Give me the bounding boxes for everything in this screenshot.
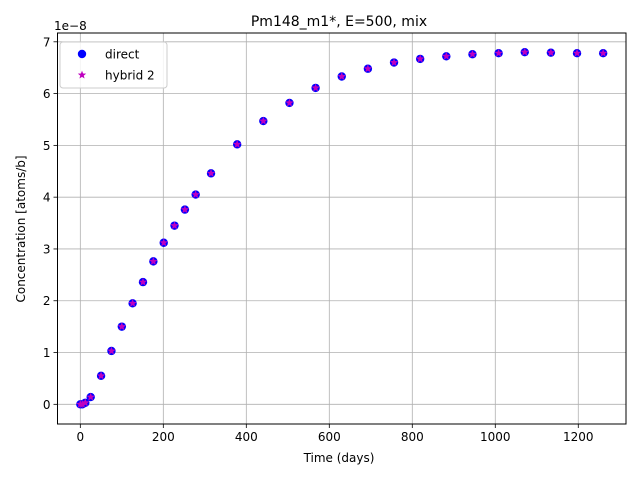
point-hybrid-2	[206, 168, 216, 177]
point-hybrid-2	[107, 346, 116, 355]
legend-marker-hybrid-2	[77, 70, 87, 79]
points-layer	[76, 47, 608, 409]
point-hybrid-2	[468, 49, 477, 58]
ticks-layer: 0 200 400 600 800 1000 1200 0 1 2 3 4 5 6 7	[43, 35, 594, 444]
legend-label: direct	[105, 48, 140, 62]
legend-label: hybrid 2	[105, 69, 155, 83]
point-hybrid-2	[546, 48, 556, 57]
point-hybrid-2	[259, 116, 268, 125]
point-hybrid-2	[170, 221, 179, 230]
point-hybrid-2	[572, 48, 582, 57]
y-tick-label: 3	[43, 242, 51, 256]
x-tick-label: 1000	[480, 430, 511, 444]
point-hybrid-2	[78, 399, 87, 408]
point-hybrid-2	[138, 277, 148, 286]
x-tick-label: 800	[401, 430, 424, 444]
point-hybrid-2	[311, 83, 320, 92]
x-tick-label: 200	[152, 430, 175, 444]
grid-layer	[57, 33, 626, 424]
y-tick-label: 6	[43, 87, 51, 101]
y-tick-label: 2	[43, 294, 51, 308]
x-tick-label: 400	[235, 430, 258, 444]
point-hybrid-2	[442, 51, 451, 60]
point-hybrid-2	[598, 48, 608, 57]
legend-entries: direct hybrid 2	[77, 48, 155, 83]
y-tick-label: 0	[43, 398, 51, 412]
legend-box	[59, 41, 168, 89]
y-multiplier-label: 1e−8	[54, 19, 87, 33]
point-hybrid-2	[363, 64, 373, 73]
x-tick-label: 600	[318, 430, 341, 444]
point-hybrid-2	[389, 58, 399, 67]
plot-frame	[57, 32, 627, 425]
x-axis-label: Time (days)	[303, 451, 375, 465]
point-hybrid-2	[96, 371, 106, 380]
point-hybrid-2	[159, 238, 168, 247]
point-hybrid-2	[285, 98, 294, 107]
y-tick-label: 7	[43, 35, 51, 49]
point-hybrid-2	[81, 398, 90, 407]
point-hybrid-2	[128, 298, 137, 307]
y-tick-label: 5	[43, 139, 51, 153]
legend-marker-direct	[77, 49, 87, 59]
point-hybrid-2	[337, 72, 346, 81]
y-axis-label: Concentration [atoms/b]	[14, 155, 28, 302]
x-tick-label: 1200	[563, 430, 594, 444]
point-hybrid-2	[415, 54, 425, 63]
point-hybrid-2	[494, 48, 503, 57]
point-hybrid-2	[86, 392, 95, 401]
chart-title: Pm148_m1*, E=500, mix	[251, 14, 427, 30]
y-tick-label: 4	[43, 191, 51, 205]
point-hybrid-2	[232, 139, 242, 148]
point-hybrid-2	[180, 205, 190, 214]
point-hybrid-2	[149, 256, 158, 265]
point-hybrid-2	[117, 322, 126, 331]
point-hybrid-2	[191, 190, 200, 199]
legend: direct hybrid 2	[59, 41, 168, 89]
point-hybrid-2	[520, 47, 529, 56]
y-tick-label: 1	[43, 346, 51, 360]
x-tick-label: 0	[77, 430, 85, 444]
